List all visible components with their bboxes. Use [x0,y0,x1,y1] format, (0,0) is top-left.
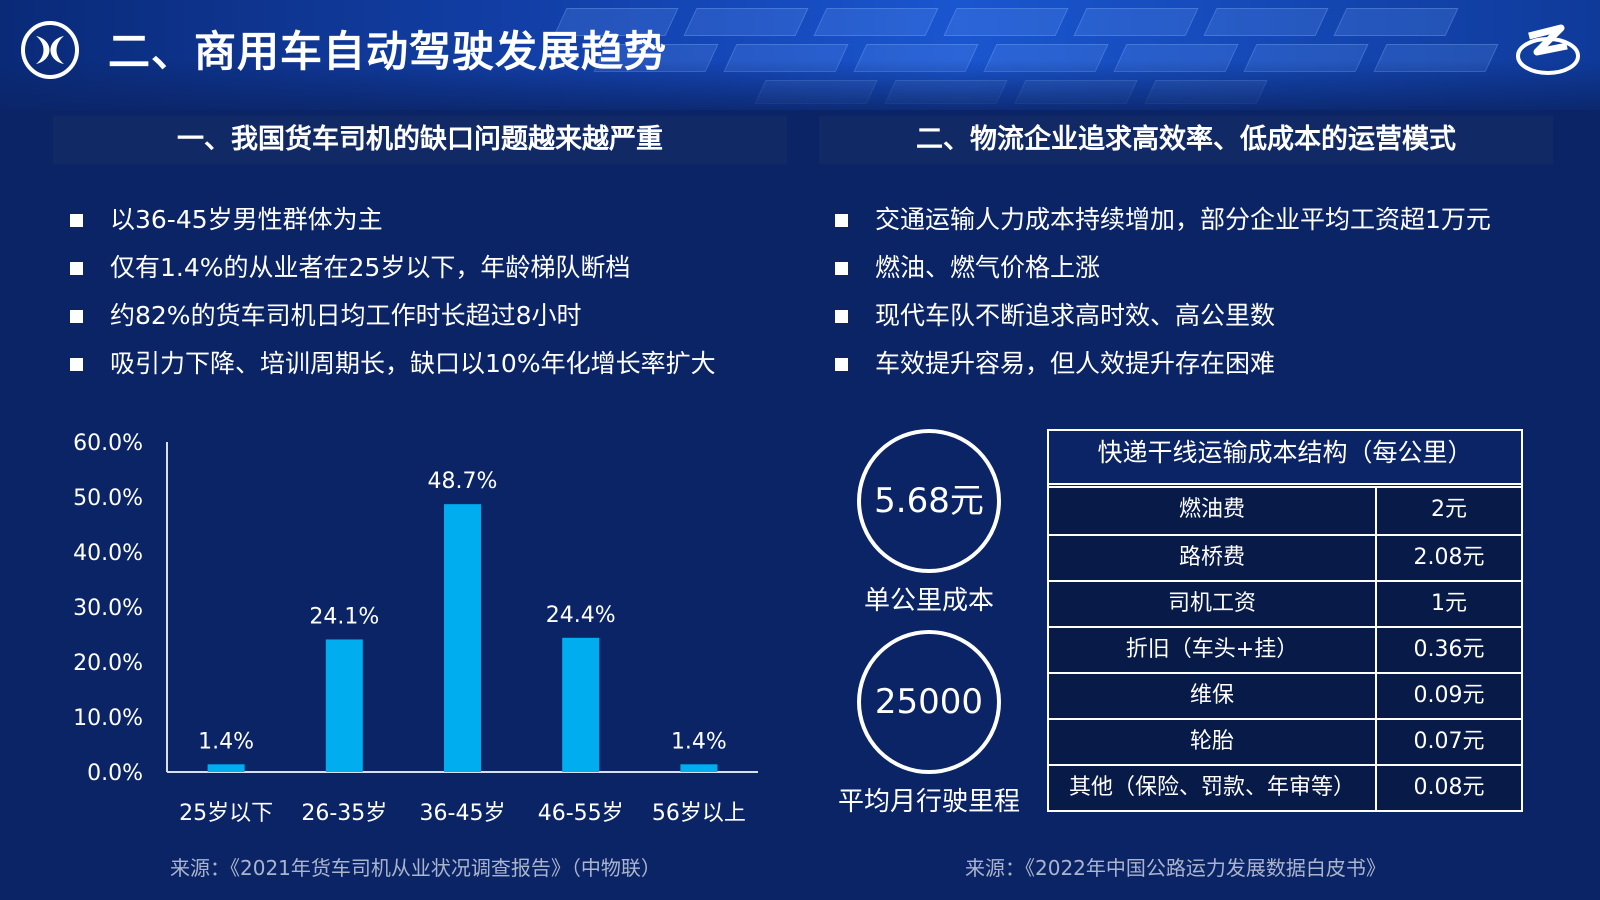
table-source-note: 来源：《2022年中国公路运力发展数据白皮书》 [965,856,1386,880]
table-cell-item: 路桥费 [1049,536,1377,580]
stat-caption-cost-per-km: 单公里成本 [863,586,994,616]
header-banner [0,0,1600,110]
table-cell-value: 1元 [1377,582,1521,626]
section-header-driver-shortage: 一、我国货车司机的缺口问题越来越严重 [53,116,787,164]
table-cell-value: 0.08元 [1377,766,1521,810]
y-tick-label: 40.0% [73,541,143,566]
y-tick-label: 60.0% [73,431,143,456]
list-item: 交通运输人力成本持续增加，部分企业平均工资超1万元 [833,196,1491,244]
brand-logo [1516,24,1580,75]
table-cell-item: 折旧（车头+挂） [1049,628,1377,672]
table-body: 燃油费 2元 路桥费 2.08元 司机工资 1元 折旧（车头+挂） 0.36元 维保 0.… [1049,488,1521,810]
logistics-cost-bullet-list: 交通运输人力成本持续增加，部分企业平均工资超1万元 燃油、燃气价格上涨 现代车队… [833,196,1491,388]
chart-source-note: 来源：《2021年货车司机从业状况调查报告》（中物联） [170,856,661,880]
list-item: 约82%的货车司机日均工作时长超过8小时 [68,292,716,340]
bullet-square-icon [70,262,83,275]
data-label: 24.4% [546,603,616,628]
bullet-square-icon [835,358,848,371]
x-tick-label: 46-55岁 [538,801,624,826]
table-cell-value: 2元 [1377,488,1521,534]
table-cell-value: 0.09元 [1377,674,1521,718]
data-label: 48.7% [428,469,498,494]
list-item: 现代车队不断追求高时效、高公里数 [833,292,1491,340]
table-cell-item: 司机工资 [1049,582,1377,626]
list-item: 以36-45岁男性群体为主 [68,196,716,244]
y-tick-label: 50.0% [73,486,143,511]
stat-caption-monthly-mileage: 平均月行驶里程 [837,787,1020,817]
table-cell-item: 维保 [1049,674,1377,718]
bar [207,764,245,772]
table-row: 路桥费 2.08元 [1049,534,1521,580]
list-item: 仅有1.4%的从业者在25岁以下，年龄梯队断档 [68,244,716,292]
y-tick-label: 20.0% [73,651,143,676]
table-title: 快递干线运输成本结构（每公里） [1049,431,1521,488]
stat-circle-cost-per-km: 5.68元 [857,429,1001,573]
table-cell-value: 2.08元 [1377,536,1521,580]
table-row: 其他（保险、罚款、年审等） 0.08元 [1049,764,1521,810]
bar [680,764,718,772]
bullet-square-icon [70,214,83,227]
data-label: 24.1% [309,604,379,629]
table-cell-item: 轮胎 [1049,720,1377,764]
bullet-square-icon [70,358,83,371]
table-row: 维保 0.09元 [1049,672,1521,718]
table-cell-value: 0.36元 [1377,628,1521,672]
cost-structure-table: 快递干线运输成本结构（每公里） 燃油费 2元 路桥费 2.08元 司机工资 1元 折旧… [1047,429,1523,812]
x-tick-label: 36-45岁 [420,801,506,826]
company-logo [21,21,79,79]
age-distribution-bar-chart: 0.0% 10.0% 20.0% 30.0% 40.0% 50.0% 60.0% 1.4% 25… [73,431,758,826]
table-cell-item: 其他（保险、罚款、年审等） [1049,766,1377,810]
section-header-logistics-cost: 二、物流企业追求高效率、低成本的运营模式 [819,116,1553,164]
table-row: 燃油费 2元 [1049,488,1521,534]
list-item: 车效提升容易，但人效提升存在困难 [833,340,1491,388]
table-cell-item: 燃油费 [1049,488,1377,534]
y-tick-label: 10.0% [73,706,143,731]
table-cell-value: 0.07元 [1377,720,1521,764]
y-tick-label: 0.0% [87,761,143,786]
page-title: 二、商用车自动驾驶发展趋势 [108,27,668,76]
bullet-square-icon [835,262,848,275]
table-row: 轮胎 0.07元 [1049,718,1521,764]
list-item: 燃油、燃气价格上涨 [833,244,1491,292]
table-row: 司机工资 1元 [1049,580,1521,626]
data-label: 1.4% [671,729,727,754]
table-row: 折旧（车头+挂） 0.36元 [1049,626,1521,672]
bullet-square-icon [835,310,848,323]
x-tick-label: 25岁以下 [179,801,273,826]
driver-shortage-bullet-list: 以36-45岁男性群体为主 仅有1.4%的从业者在25岁以下，年龄梯队断档 约8… [68,196,716,388]
data-label: 1.4% [198,729,254,754]
x-tick-label: 26-35岁 [301,801,387,826]
bar [562,637,600,772]
bar [444,504,481,772]
bullet-square-icon [70,310,83,323]
stat-circle-monthly-mileage: 25000 [857,630,1001,774]
x-tick-label: 56岁以上 [652,801,746,826]
y-tick-label: 30.0% [73,596,143,621]
list-item: 吸引力下降、培训周期长，缺口以10%年化增长率扩大 [68,340,716,388]
bullet-square-icon [835,214,848,227]
bar [325,639,363,772]
